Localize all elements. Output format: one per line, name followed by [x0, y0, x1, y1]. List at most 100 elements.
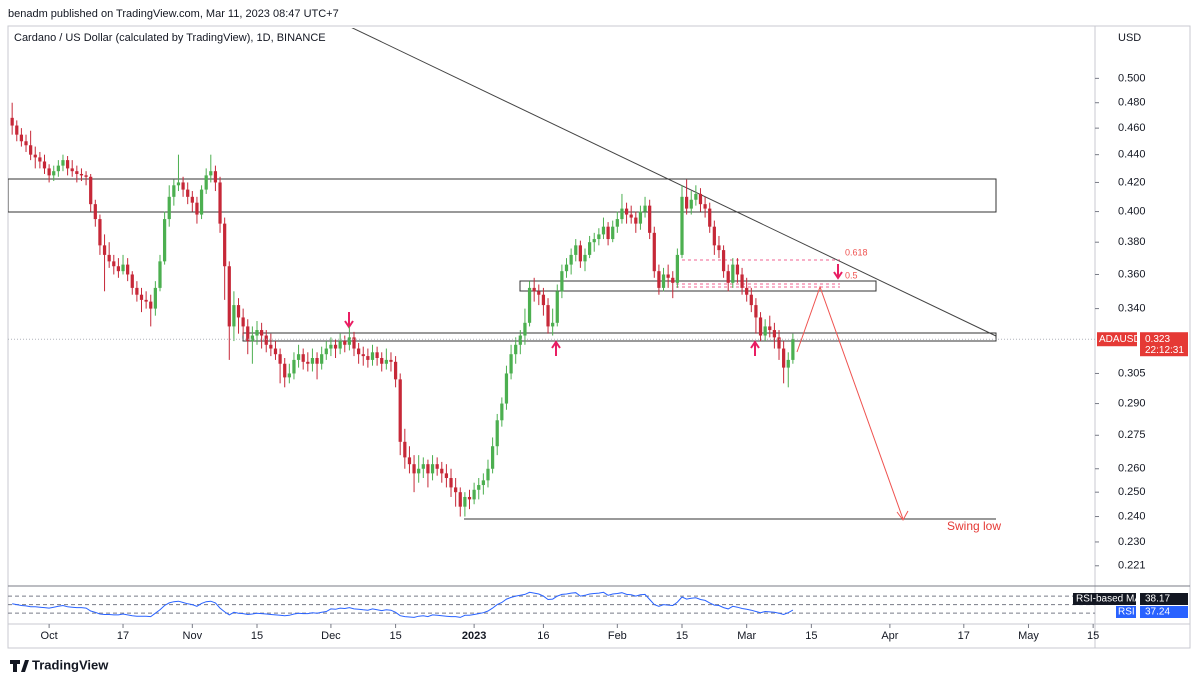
candle-body [606, 226, 610, 240]
candle-body [435, 464, 439, 469]
last-price: 0.323 [1145, 334, 1170, 345]
candle-body [10, 117, 14, 126]
candle-body [555, 291, 559, 323]
candle-body [717, 245, 721, 251]
candle-body [463, 496, 467, 507]
rsi-value-box [1140, 606, 1188, 618]
candle-body [578, 245, 582, 262]
candle-body [273, 348, 278, 355]
candle-body [306, 361, 310, 364]
candle-body [527, 287, 532, 323]
x-tick-label: 15 [251, 630, 263, 642]
logo-mark [10, 660, 29, 672]
candle-body [592, 239, 596, 243]
candle-body [791, 339, 795, 360]
candle-body [47, 168, 51, 176]
candle-body [652, 232, 656, 272]
candle-body [347, 337, 352, 345]
candle-body [61, 160, 65, 166]
y-tick-label: 0.420 [1118, 176, 1146, 188]
candle-body [412, 464, 416, 474]
candle-body [689, 199, 693, 209]
candle-body [680, 196, 684, 255]
candle-body [477, 485, 481, 490]
candle-body [112, 261, 116, 267]
candle-body [70, 168, 74, 172]
candle-body [75, 171, 79, 174]
candle-body [583, 254, 587, 262]
candle-body [292, 359, 296, 374]
projection [796, 285, 904, 520]
candle-body [629, 214, 633, 218]
candle-body [227, 266, 231, 327]
candle-body [352, 337, 356, 349]
candle-body [509, 354, 513, 374]
candle-body [89, 176, 93, 205]
brand: TradingView [32, 657, 109, 672]
candle-body [209, 171, 213, 176]
candle-body [366, 356, 370, 360]
x-tick-label: Apr [881, 630, 898, 642]
y-tick-label: 0.221 [1118, 560, 1146, 572]
candle-body [694, 193, 698, 200]
candle-body [52, 171, 56, 176]
zone [519, 280, 877, 292]
symbol-box [1097, 332, 1137, 347]
candle-body [407, 457, 412, 465]
candle-body [675, 254, 680, 283]
rsi-ma-name: RSI-based MA [1076, 594, 1141, 605]
candle-body [648, 205, 652, 233]
candle-body [786, 359, 790, 368]
candle-body [241, 317, 245, 327]
candle-body [296, 354, 301, 360]
x-tick-label: Mar [737, 630, 756, 642]
candle-body [518, 335, 522, 345]
y-tick-label: 0.290 [1118, 397, 1146, 409]
candle-body [634, 217, 638, 224]
candle-body [685, 196, 689, 209]
y-tick-label: 0.340 [1118, 303, 1146, 315]
price-box [1140, 332, 1188, 357]
candle-body [98, 219, 102, 246]
candle-body [190, 196, 194, 203]
candle-body [569, 254, 573, 265]
candle-body [144, 299, 148, 302]
candle-body [38, 157, 42, 162]
candle-body [601, 226, 606, 235]
candle-body [454, 487, 458, 493]
candle-body [236, 305, 241, 318]
y-tick-label: 0.240 [1118, 510, 1146, 522]
candle-body [768, 326, 772, 331]
rsi-ma-value-box [1140, 593, 1188, 605]
candle-body [250, 335, 254, 342]
symbol: ADAUSD [1099, 334, 1141, 345]
candle-body [269, 344, 273, 349]
candle-body [754, 305, 758, 318]
y-tick-label: 0.250 [1118, 486, 1146, 498]
candle-body [329, 344, 333, 349]
chart-title: Cardano / US Dollar (calculated by Tradi… [14, 32, 326, 44]
candle-body [84, 175, 88, 177]
candle-body [278, 354, 282, 364]
candle-body [176, 182, 181, 186]
candle-body [361, 354, 365, 357]
candle-body [481, 480, 485, 486]
candle-body [708, 208, 712, 227]
arrow [750, 340, 760, 356]
candle-body [33, 154, 37, 158]
candle-body [375, 352, 379, 358]
candle-body [467, 496, 472, 500]
candle-body [458, 492, 462, 507]
candle-body [574, 245, 578, 255]
countdown: 22:12:31 [1145, 345, 1184, 356]
x-tick-label: 15 [676, 630, 688, 642]
x-tick-label: 2023 [462, 630, 486, 642]
candle-body [514, 344, 518, 355]
candle-body [486, 468, 490, 481]
candle-body [102, 245, 107, 255]
candle-body [417, 468, 421, 474]
rsi-name: RSI [1118, 607, 1135, 618]
candle-body [79, 173, 84, 176]
candle-body [657, 271, 661, 288]
candle-body [597, 234, 601, 240]
